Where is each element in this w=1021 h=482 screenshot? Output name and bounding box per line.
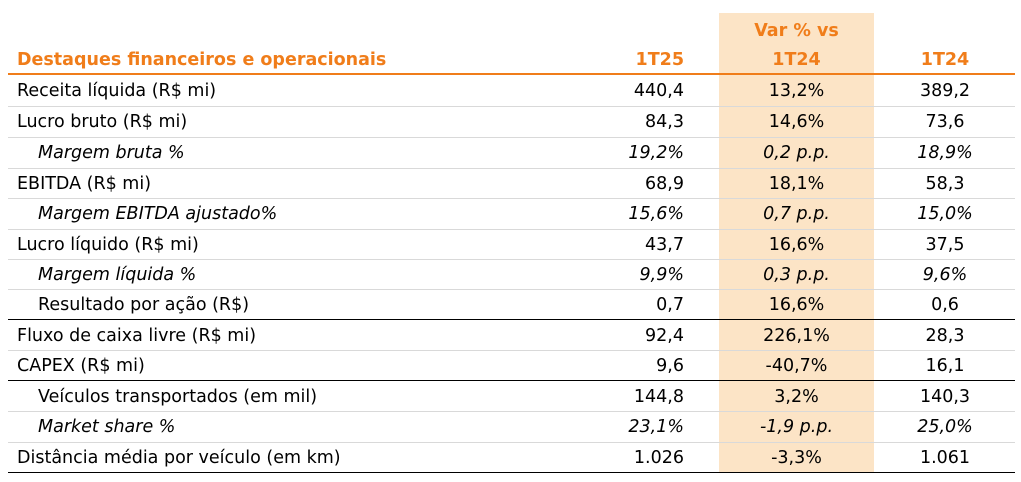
- row-divider: [8, 442, 1015, 443]
- row-divider: [8, 229, 1015, 230]
- row-var: 13,2%: [768, 81, 825, 101]
- row-prev: 9,6%: [922, 265, 968, 285]
- row-divider: [8, 259, 1015, 260]
- table-row: Fluxo de caixa livre (R$ mi) 92,4 226,1%…: [0, 321, 1021, 351]
- row-divider: [8, 198, 1015, 199]
- row-label: Margem líquida %: [38, 265, 197, 285]
- row-divider: [8, 168, 1015, 169]
- row-prev: 140,3: [919, 387, 971, 407]
- row-var: 18,1%: [768, 174, 825, 194]
- row-var: 16,6%: [768, 295, 825, 315]
- header-var-label: Var % vs: [754, 21, 839, 41]
- row-label: Margem EBITDA ajustado%: [38, 204, 278, 224]
- table-title: Destaques financeiros e operacionais: [17, 50, 387, 70]
- row-divider: [8, 411, 1015, 412]
- table-row: Market share % 23,1% -1,9 p.p. 25,0%: [0, 412, 1021, 442]
- row-label: Fluxo de caixa livre (R$ mi): [17, 326, 257, 346]
- row-prev: 16,1: [925, 356, 965, 376]
- row-current: 15,6%: [628, 204, 684, 224]
- row-divider: [8, 106, 1015, 107]
- row-current: 43,7: [645, 235, 684, 255]
- table-row: Resultado por ação (R$) 0,7 16,6% 0,6: [0, 290, 1021, 320]
- section-divider: [8, 319, 1015, 320]
- row-label: Resultado por ação (R$): [38, 295, 250, 315]
- table-row: Margem EBITDA ajustado% 15,6% 0,7 p.p. 1…: [0, 199, 1021, 229]
- row-prev: 1.061: [919, 448, 971, 468]
- row-var: 14,6%: [768, 112, 825, 132]
- row-prev: 18,9%: [917, 143, 973, 163]
- row-divider: [8, 289, 1015, 290]
- variation-column-highlight: [719, 13, 874, 473]
- row-var: 0,3 p.p.: [763, 265, 830, 285]
- row-divider: [8, 350, 1015, 351]
- row-prev: 37,5: [925, 235, 965, 255]
- row-current: 9,9%: [639, 265, 684, 285]
- table-row: Veículos transportados (em mil) 144,8 3,…: [0, 382, 1021, 412]
- row-current: 92,4: [645, 326, 684, 346]
- row-label: Veículos transportados (em mil): [38, 387, 318, 407]
- row-var: -40,7%: [765, 356, 828, 376]
- row-var: -3,3%: [771, 448, 822, 468]
- table-row: CAPEX (R$ mi) 9,6 -40,7% 16,1: [0, 351, 1021, 381]
- table-row: Margem líquida % 9,9% 0,3 p.p. 9,6%: [0, 260, 1021, 290]
- row-label: Market share %: [38, 417, 176, 437]
- row-label: Margem bruta %: [38, 143, 185, 163]
- table-row: Lucro líquido (R$ mi) 43,7 16,6% 37,5: [0, 230, 1021, 260]
- row-prev: 0,6: [931, 295, 959, 315]
- row-var: 0,7 p.p.: [763, 204, 830, 224]
- row-var: 226,1%: [763, 326, 830, 346]
- row-var: 3,2%: [774, 387, 819, 407]
- row-label: Lucro líquido (R$ mi): [17, 235, 199, 255]
- row-var: 16,6%: [768, 235, 825, 255]
- row-label: Distância média por veículo (em km): [17, 448, 341, 468]
- header-top-row: Var % vs: [0, 18, 1021, 44]
- row-prev: 389,2: [919, 81, 971, 101]
- table-row: Margem bruta % 19,2% 0,2 p.p. 18,9%: [0, 138, 1021, 168]
- row-current: 9,6: [656, 356, 684, 376]
- header-divider: [8, 73, 1015, 75]
- row-prev: 25,0%: [917, 417, 973, 437]
- row-current: 19,2%: [628, 143, 684, 163]
- row-prev: 73,6: [925, 112, 965, 132]
- row-current: 68,9: [645, 174, 684, 194]
- header-var-period: 1T24: [772, 50, 821, 70]
- row-var: 0,2 p.p.: [763, 143, 830, 163]
- header-row: Destaques financeiros e operacionais 1T2…: [0, 47, 1021, 73]
- section-divider: [8, 380, 1015, 381]
- table-row: Distância média por veículo (em km) 1.02…: [0, 443, 1021, 473]
- table-row: Receita líquida (R$ mi) 440,4 13,2% 389,…: [0, 76, 1021, 106]
- row-var: -1,9 p.p.: [759, 417, 834, 437]
- row-prev: 15,0%: [917, 204, 973, 224]
- table-bottom-border: [8, 472, 1015, 473]
- row-current: 23,1%: [628, 417, 684, 437]
- row-label: CAPEX (R$ mi): [17, 356, 145, 376]
- row-prev: 28,3: [925, 326, 965, 346]
- row-current: 1.026: [633, 448, 684, 468]
- row-current: 84,3: [645, 112, 684, 132]
- table-row: EBITDA (R$ mi) 68,9 18,1% 58,3: [0, 169, 1021, 199]
- row-current: 144,8: [633, 387, 684, 407]
- row-label: Receita líquida (R$ mi): [17, 81, 217, 101]
- row-current: 440,4: [633, 81, 684, 101]
- row-current: 0,7: [656, 295, 684, 315]
- header-previous-period: 1T24: [920, 50, 970, 70]
- header-current-period: 1T25: [635, 50, 684, 70]
- table-row: Lucro bruto (R$ mi) 84,3 14,6% 73,6: [0, 107, 1021, 137]
- row-label: EBITDA (R$ mi): [17, 174, 152, 194]
- row-label: Lucro bruto (R$ mi): [17, 112, 188, 132]
- row-prev: 58,3: [925, 174, 965, 194]
- row-divider: [8, 137, 1015, 138]
